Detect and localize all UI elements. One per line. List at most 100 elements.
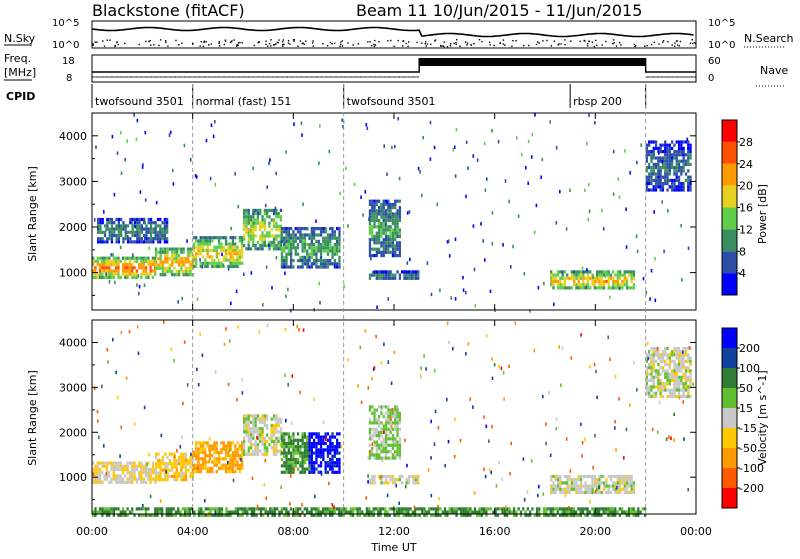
heat-cell-0 — [144, 474, 148, 478]
heat-cell-0 — [144, 266, 148, 270]
heat-cell-2 — [201, 463, 205, 467]
heat-cell-4 — [333, 233, 336, 237]
heat-cell-2 — [227, 441, 230, 445]
nsearch-dot — [425, 45, 427, 47]
heat-cell-2 — [206, 248, 209, 253]
heat-cell-9 — [652, 169, 655, 173]
heat-cell-9 — [648, 178, 651, 182]
heat-cell-3 — [270, 234, 273, 238]
nave-dot — [680, 76, 682, 78]
heat-cell-9 — [648, 143, 651, 147]
heat-cell-0 — [126, 461, 129, 465]
heat-cell-3 — [245, 228, 248, 232]
heat-cell-6 — [394, 418, 397, 422]
heat-cell-9 — [687, 346, 690, 351]
heat-cell-9 — [652, 378, 655, 383]
heat-cell-1 — [164, 250, 167, 254]
nsearch-dot — [341, 45, 344, 47]
nsearch-dot — [502, 39, 505, 41]
speckle — [133, 113, 135, 117]
speckle — [383, 430, 385, 435]
heat-cell-4 — [280, 239, 284, 243]
nave-dot — [99, 76, 101, 78]
heat-cell-10 — [250, 507, 253, 511]
heat-cell-5 — [126, 224, 130, 228]
heat-cell-10 — [273, 510, 276, 514]
speckle — [473, 491, 476, 495]
heat-cell-6 — [387, 408, 390, 412]
heat-cell-8 — [612, 279, 615, 284]
title-left: Blackstone (fitACF) — [92, 1, 245, 20]
speckle — [190, 452, 192, 457]
heat-cell-2 — [241, 245, 244, 249]
speckle — [143, 405, 146, 410]
heat-cell-2 — [208, 457, 212, 461]
speckle — [318, 161, 320, 165]
heat-cell-0 — [126, 275, 129, 279]
heat-cell-5 — [310, 467, 313, 471]
speckle — [404, 438, 406, 443]
colorbar-swatch — [722, 273, 737, 295]
heat-cell-2 — [241, 236, 244, 240]
heat-cell-2 — [222, 248, 225, 253]
nsearch-dot — [478, 39, 481, 41]
heat-cell-6 — [398, 250, 401, 254]
heat-cell-10 — [147, 513, 150, 517]
colorbar-tick-label: 4 — [739, 267, 746, 280]
speckle — [287, 230, 289, 234]
heat-cell-4 — [292, 451, 295, 455]
nsearch-dot — [601, 44, 603, 46]
heat-cell-9 — [645, 169, 648, 173]
heat-cell-10 — [204, 513, 207, 517]
heat-cell-9 — [659, 156, 662, 160]
heat-cell-6 — [382, 424, 385, 428]
heat-cell-4 — [296, 259, 300, 263]
heat-cell-8 — [625, 474, 629, 479]
heat-cell-3 — [245, 208, 248, 212]
heat-cell-2 — [218, 460, 221, 464]
heat-cell-4 — [336, 236, 339, 240]
heat-cell-8 — [550, 283, 553, 287]
speckle — [250, 271, 253, 275]
heat-cell-4 — [290, 265, 293, 269]
heat-cell-5 — [133, 217, 137, 222]
heat-cell-7 — [387, 481, 390, 485]
heat-cell-2 — [204, 242, 207, 246]
heat-cell-9 — [671, 394, 674, 399]
speckle — [592, 466, 594, 470]
heat-cell-9 — [677, 178, 681, 182]
heat-cell-3 — [277, 417, 280, 421]
heat-cell-0 — [103, 461, 106, 465]
heat-cell-0 — [105, 256, 109, 260]
heat-cell-3 — [261, 215, 264, 219]
heat-cell-1 — [189, 273, 192, 277]
heat-cell-6 — [396, 434, 399, 438]
heat-cell-4 — [287, 461, 290, 465]
nave-dot — [390, 76, 392, 78]
heat-cell-6 — [378, 418, 381, 422]
heat-cell-8 — [554, 276, 557, 280]
speckle — [225, 327, 227, 331]
heat-cell-8 — [630, 490, 633, 495]
heat-cell-3 — [263, 417, 266, 421]
speckle — [645, 290, 648, 295]
heat-cell-6 — [389, 414, 392, 419]
heat-cell-2 — [201, 261, 205, 265]
heat-cell-3 — [272, 224, 276, 228]
heat-cell-9 — [654, 182, 658, 186]
heat-cell-3 — [254, 234, 257, 238]
heat-cell-10 — [600, 507, 603, 511]
heat-cell-2 — [201, 245, 205, 249]
heat-cell-2 — [220, 450, 223, 454]
heat-cell-5 — [129, 217, 132, 222]
heat-cell-0 — [112, 471, 115, 475]
speckle — [553, 302, 555, 307]
heat-cell-5 — [140, 237, 143, 241]
heat-cell-8 — [575, 484, 578, 488]
heat-cell-2 — [229, 264, 232, 269]
nave-dot — [260, 76, 262, 78]
nave-dot — [92, 76, 93, 78]
heat-cell-10 — [216, 510, 219, 514]
speckle — [113, 192, 116, 197]
heat-cell-6 — [380, 212, 383, 216]
